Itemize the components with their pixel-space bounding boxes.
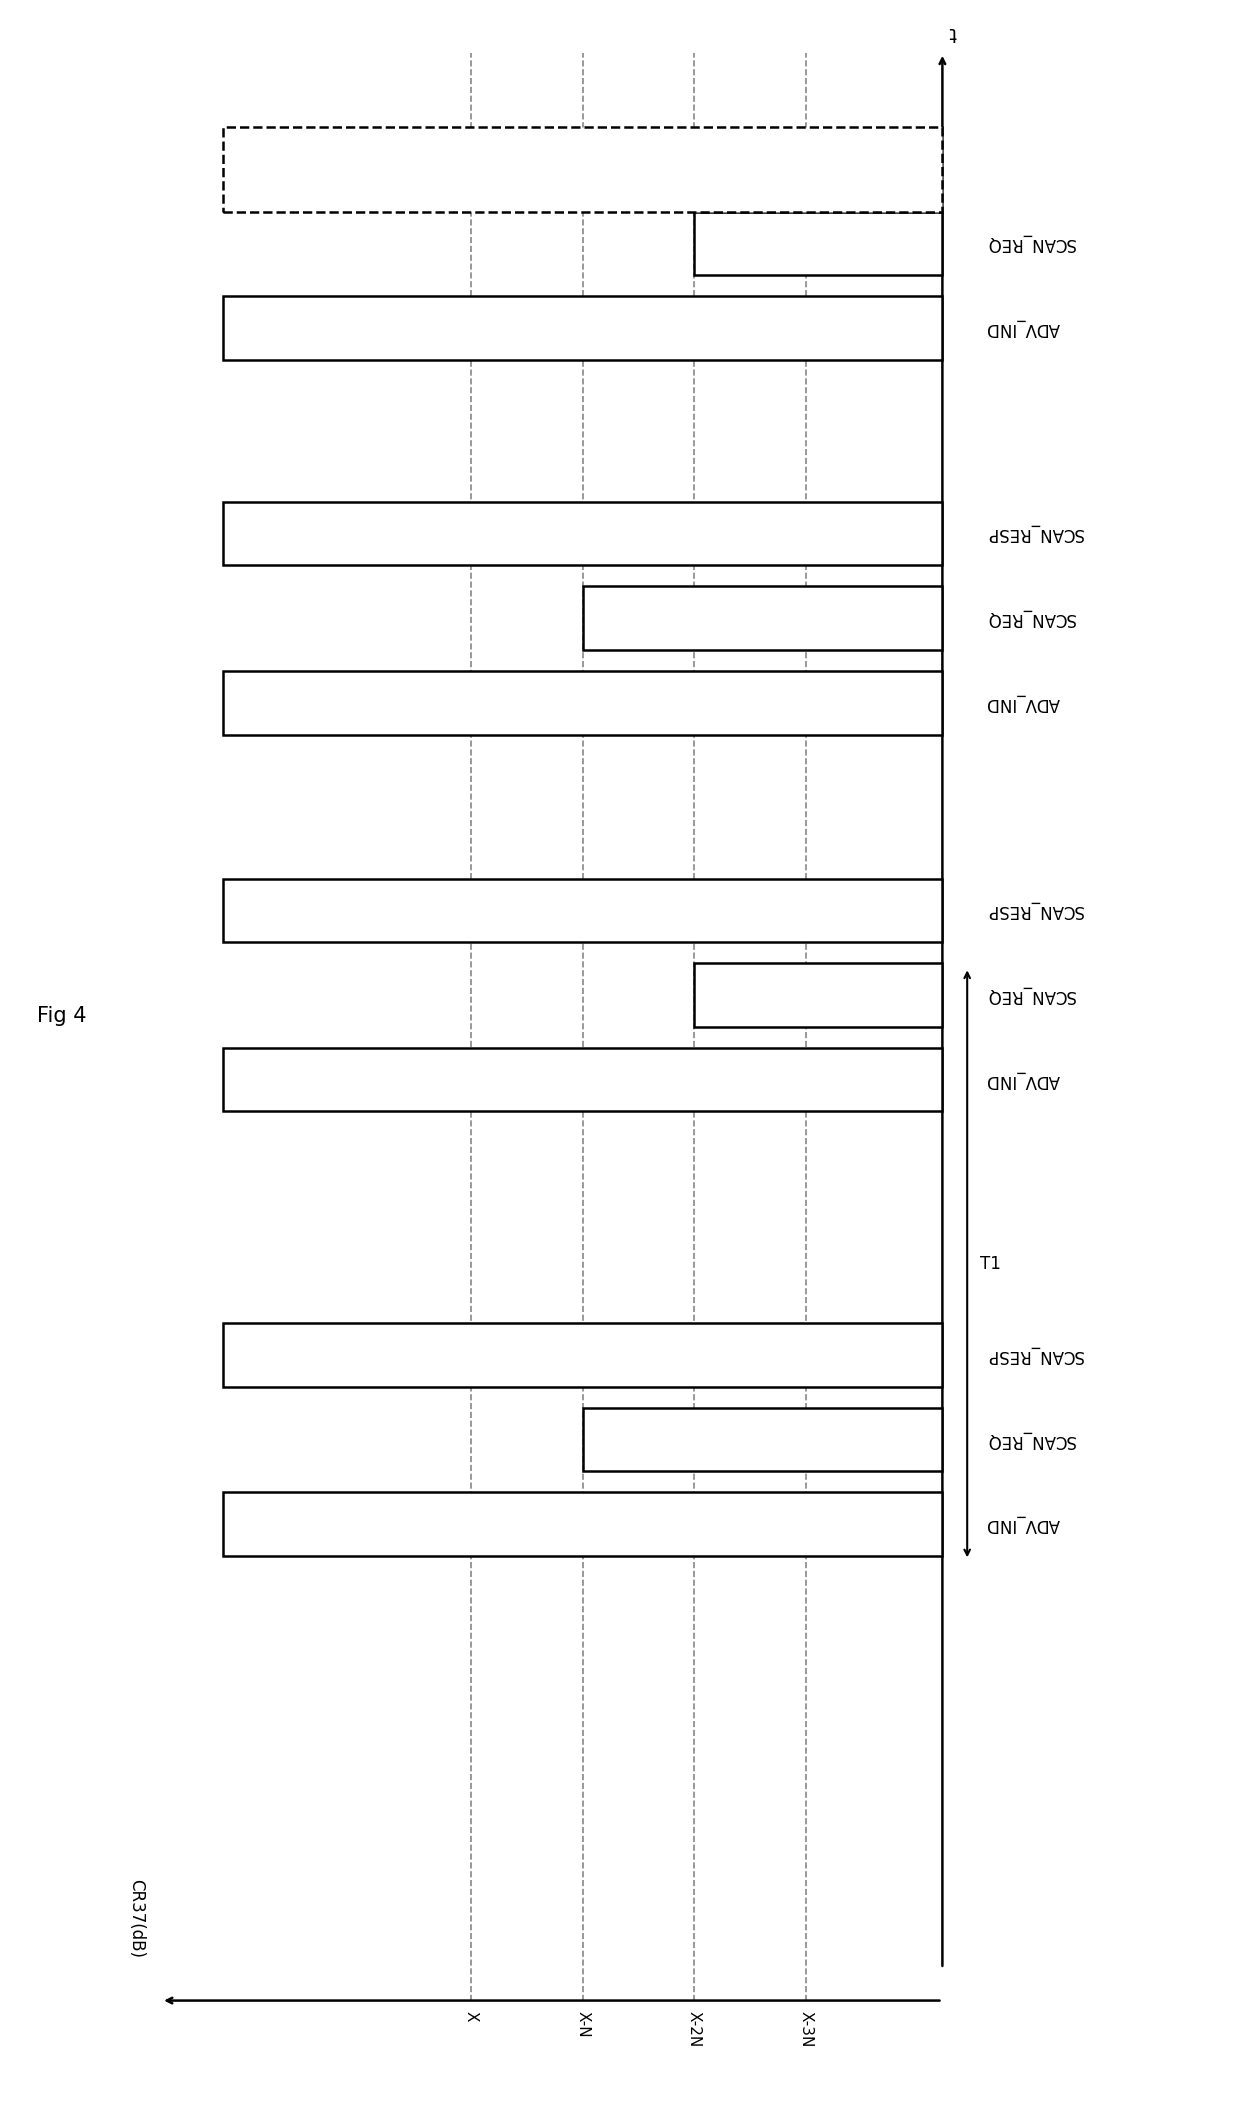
Text: ADV_IND: ADV_IND [986, 694, 1060, 711]
Text: T1: T1 [980, 1255, 1001, 1272]
Bar [223, 1323, 942, 1387]
Bar [694, 963, 942, 1027]
Text: SCAN_RESP: SCAN_RESP [986, 902, 1083, 919]
Bar [694, 212, 942, 275]
Bar [223, 296, 942, 360]
Bar [223, 879, 942, 942]
Bar [223, 1492, 942, 1556]
Text: SCAN_REQ: SCAN_REQ [986, 235, 1075, 252]
Text: t: t [949, 23, 956, 42]
Bar [583, 586, 942, 650]
Bar [583, 1408, 942, 1471]
Bar [223, 671, 942, 735]
Text: SCAN_REQ: SCAN_REQ [986, 610, 1075, 627]
Text: X-N: X-N [575, 2011, 590, 2039]
Bar [223, 502, 942, 565]
Text: Fig 4: Fig 4 [37, 1006, 87, 1027]
Text: SCAN_REQ: SCAN_REQ [986, 1431, 1075, 1448]
Text: SCAN_REQ: SCAN_REQ [986, 987, 1075, 1003]
Text: SCAN_RESP: SCAN_RESP [986, 1346, 1083, 1363]
Text: ADV_IND: ADV_IND [986, 320, 1060, 337]
Text: ADV_IND: ADV_IND [986, 1516, 1060, 1533]
Text: ADV_IND: ADV_IND [986, 1071, 1060, 1088]
Text: CR37(dB): CR37(dB) [128, 1880, 145, 1958]
Text: X-3N: X-3N [799, 2011, 813, 2047]
Bar [223, 1048, 942, 1111]
Bar [223, 127, 942, 212]
Text: ∇: ∇ [577, 176, 589, 195]
Text: X: X [464, 2011, 479, 2022]
Text: SCAN_RESP: SCAN_RESP [986, 525, 1083, 542]
Text: X-2N: X-2N [687, 2011, 702, 2047]
